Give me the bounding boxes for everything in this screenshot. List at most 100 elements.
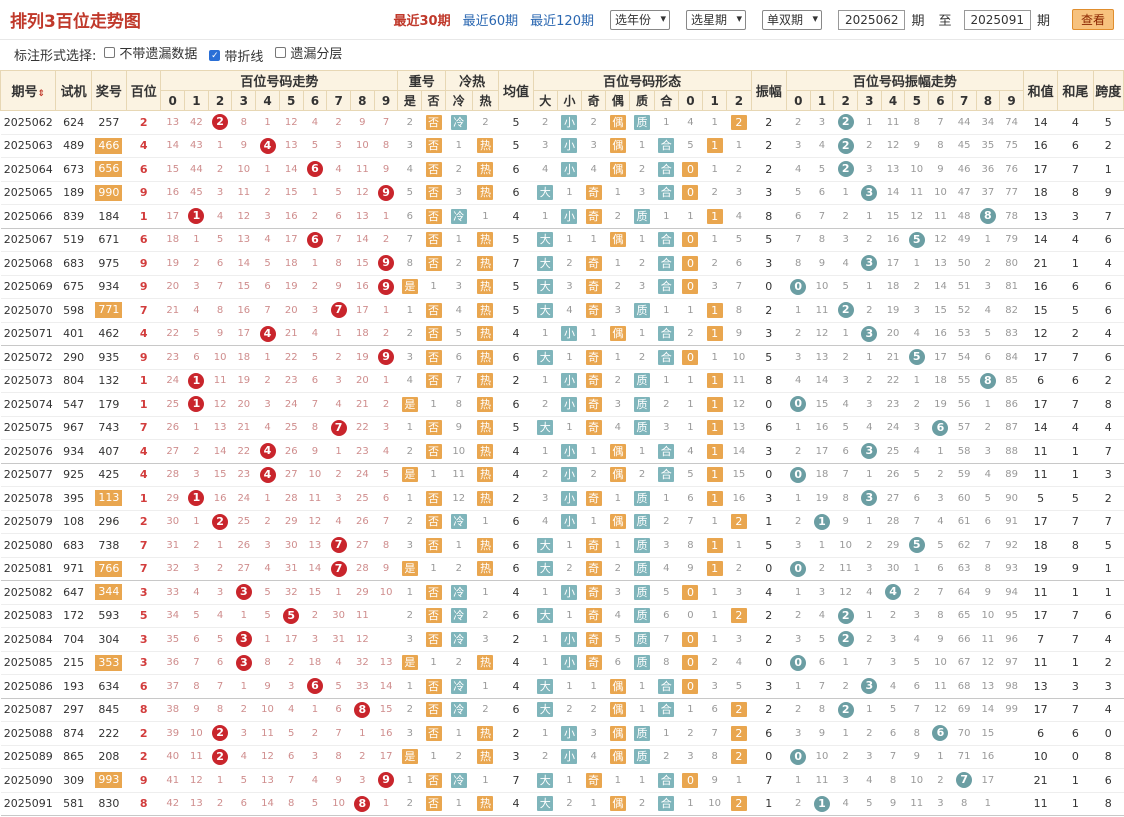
shape-cell: 4 [581,157,606,182]
tag-mark: 大 [537,537,554,553]
issue-cell: 2025089 [0,745,56,769]
odd-even-select[interactable]: 单双期 [762,9,823,30]
col-amp: 振幅 [750,70,787,111]
hundred-cell: 3 [126,580,161,605]
award-highlight: 766 [95,560,123,577]
checkbox-2[interactable] [275,46,287,58]
trial-cell: 673 [55,157,92,182]
tag-mark: 小 [561,655,578,671]
period-link-0[interactable]: 最近30期 [393,14,451,29]
trend-cell: 14 [350,228,375,252]
shape-cell: 1 [533,322,558,346]
col-issue[interactable]: 期号⇕ [0,70,57,111]
trend-cell: 18 [160,228,185,252]
trend-cell: 1 [374,792,398,816]
tail-cell: 8 [1057,533,1094,558]
amp-ball: 2 [837,607,854,624]
amp-trend-cell: 30 [881,557,905,581]
shape-cell: 2 [726,157,752,182]
amp-trend-cell: 9 [976,580,1000,605]
amp-trend-cell: 1 [786,580,811,605]
amp-trend-cell: 6 [810,181,834,205]
tag-mark: 否 [425,772,442,788]
col-trend: 百位号码走势 [160,70,399,91]
weekday-select[interactable]: 选星期 [686,9,747,30]
option-0[interactable]: 不带遗漏数据 [104,43,197,62]
trend-cell: 11 [350,157,375,182]
amp-trend-cell: 93 [999,557,1024,581]
hit-ball: 1 [188,208,205,225]
hundred-cell: 9 [126,181,161,205]
trend-cell: 33 [350,674,375,699]
shape-cell: 奇 [581,604,606,628]
mean-cell: 4 [498,792,534,816]
trend-cell: 25 [160,392,185,417]
shape-cell: 5 [678,134,703,158]
tag-mark: 大 [537,420,554,436]
tag-mark: 热 [477,185,494,201]
shape-cell: 1 [702,439,727,464]
mean-cell: 4 [498,322,534,346]
period-link-1[interactable]: 最近60期 [462,14,519,29]
option-2[interactable]: 遗漏分层 [275,43,342,62]
amp-trend-cell: 2 [833,345,858,370]
shape-sub-1: 小 [556,90,583,111]
tag-mark: 偶 [609,749,626,765]
trend-cell: 7 [208,674,232,699]
tail-cell: 3 [1057,674,1094,699]
shape-cell: 1 [654,298,679,323]
amp-trend-cell: 94 [999,580,1024,605]
period-link-2[interactable]: 最近120期 [530,14,594,29]
hotcold-cell: 2 [445,157,473,182]
repeat-cell: 1 [421,463,446,487]
tag-mark: 合 [658,349,675,365]
shape-cell: 偶 [605,157,630,182]
amp-trend-cell: 74 [999,110,1024,135]
trend-cell: 5 [184,604,209,628]
repeat-cell: 1 [397,416,422,440]
tag-mark: 质 [634,420,651,436]
amp-ball: 6 [932,725,949,742]
trend-cell: 36 [160,651,185,675]
amp-trend-cell: 11 [833,557,858,581]
amp-trend-cell: 11 [881,110,905,135]
amp-trend-cell: 1 [857,463,882,487]
tag-mark: 1 [706,326,723,342]
option-1[interactable]: ✓ 带折线 [209,46,263,65]
hotcold-cell: 冷 [445,768,473,793]
shape-cell: 2 [533,110,558,135]
trial-cell: 874 [55,721,92,746]
amp-trend-cell: 16 [881,228,905,252]
shape-cell: 合 [654,275,679,299]
shape-cell: 合 [654,792,679,816]
checkbox-1[interactable]: ✓ [209,50,221,62]
mean-cell: 6 [498,604,534,628]
trend-digit-4: 4 [255,90,280,111]
issue-cell: 2025079 [0,510,56,534]
mean-cell: 4 [498,674,534,699]
sort-icon[interactable]: ⇕ [37,89,46,99]
amp-trend-cell: 8 [904,721,929,746]
view-button[interactable]: 查看 [1071,9,1114,30]
hit-ball: 2 [212,725,229,742]
checkbox-0[interactable] [104,46,116,58]
tag-mark: 冷 [450,514,467,530]
tag-mark: 奇 [585,608,602,624]
repeat-cell: 否 [421,768,446,793]
trend-cell: 7 [255,298,280,323]
hotcold-cell: 冷 [445,580,473,605]
hit-ball: 6 [306,678,323,695]
from-issue-input[interactable]: 2025062 [838,9,906,30]
trend-cell: 4 [326,157,351,182]
tail-cell: 1 [1057,792,1094,816]
trend-cell [374,604,398,628]
hit-ball: 4 [259,325,276,342]
trend-cell: 8 [374,533,398,558]
shape-cell: 1 [533,204,558,229]
amp-trend-cell: 3 [857,251,882,276]
to-issue-input[interactable]: 2025091 [963,9,1031,30]
trend-cell: 1 [184,228,209,252]
year-select[interactable]: 选年份 [609,9,670,30]
shape-cell: 2 [654,510,679,534]
trend-cell: 14 [255,792,280,816]
